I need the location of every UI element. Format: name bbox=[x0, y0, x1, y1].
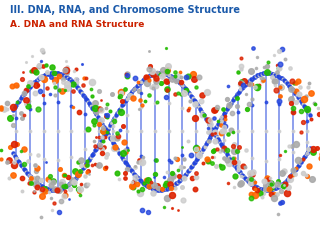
Text: III. DNA, RNA, and Chromosome Structure: III. DNA, RNA, and Chromosome Structure bbox=[10, 5, 240, 15]
Text: A. DNA and RNA Structure: A. DNA and RNA Structure bbox=[10, 20, 144, 29]
